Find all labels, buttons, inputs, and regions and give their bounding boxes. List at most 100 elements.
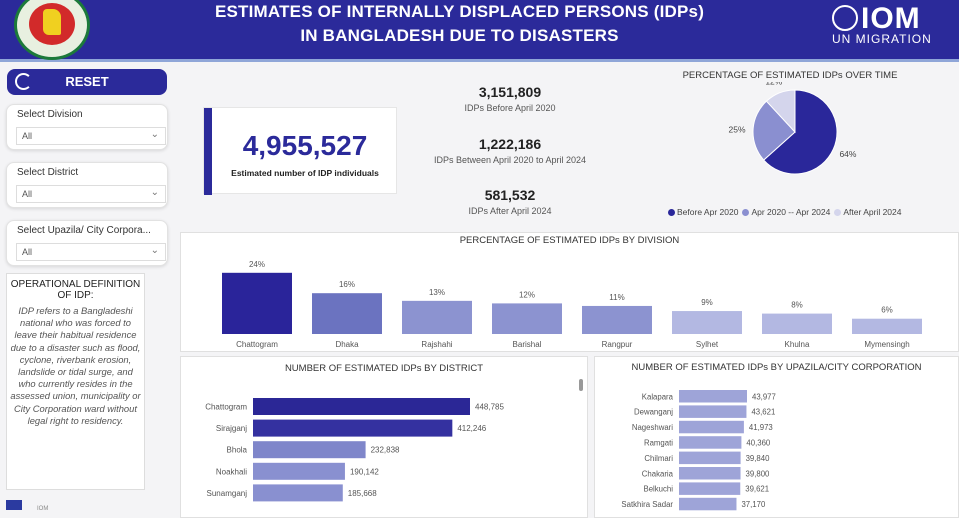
district-bar-chart: Chattogram 448,785 Sirajganj 412,246 Bhola 23… [205, 398, 504, 502]
legend-swatch [834, 209, 842, 216]
division-bar-chart: 24% Chattogram 16% Dhaka 13% Rajshahi 12% Baris… [222, 260, 922, 349]
upazila-data-label: 39,840 [746, 454, 771, 463]
legend-label[interactable]: After April 2024 [843, 207, 902, 217]
idp-definition-box: OPERATIONAL DEFINITION OF IDP: IDP refer… [6, 273, 145, 490]
district-slicer-label: Select District [17, 167, 79, 178]
legend-label[interactable]: Before Apr 2020 [677, 207, 739, 217]
division-axis-label: Khulna [785, 340, 810, 349]
upazila-bar [679, 482, 741, 495]
reset-label: RESET [65, 74, 109, 89]
header-banner: ESTIMATES OF INTERNALLY DISPLACED PERSON… [0, 0, 959, 62]
chevron-down-icon: ⌄ [150, 187, 159, 198]
upazila-axis-label: Ramgati [644, 438, 673, 447]
pie-slice [763, 89, 838, 175]
division-slicer-label: Select Division [17, 109, 83, 120]
division-bar [762, 313, 832, 334]
division-data-label: 16% [339, 280, 355, 289]
division-axis-label: Barishal [513, 340, 542, 349]
definition-heading: OPERATIONAL DEFINITION OF IDP: [10, 279, 141, 301]
upazila-axis-label: Chilmari [644, 454, 673, 463]
district-data-label: 412,246 [457, 424, 486, 433]
reset-button[interactable]: RESET [7, 69, 167, 95]
eu-flag-logo [6, 500, 22, 510]
upazila-dropdown[interactable]: All ⌄ [16, 243, 166, 261]
pie-chart: 64% 25% 12% [729, 82, 857, 175]
kpi-accent-bar [204, 108, 212, 195]
upazila-data-label: 40,360 [746, 438, 771, 447]
district-axis-label: Chattogram [205, 403, 247, 412]
district-data-label: 232,838 [371, 446, 400, 455]
division-chart-title: PERCENTAGE OF ESTIMATED IDPs BY DIVISION [459, 235, 680, 246]
legend-swatch [668, 209, 675, 216]
pie-data-label: 12% [765, 82, 782, 87]
globe-icon [832, 5, 858, 31]
upazila-bar [679, 390, 747, 403]
upazila-bar [679, 436, 742, 449]
definition-text: IDP refers to a Bangladeshi national who… [10, 305, 141, 426]
upazila-bar [679, 467, 741, 480]
upazila-bar [679, 451, 741, 465]
stat-value: 581,532 [484, 187, 536, 203]
district-bar [253, 419, 453, 437]
division-data-label: 9% [701, 298, 713, 307]
district-axis-label: Noakhali [216, 467, 247, 476]
pie-data-label: 64% [839, 149, 856, 159]
upazila-axis-label: Chakaria [642, 469, 674, 478]
district-chart-panel: NUMBER OF ESTIMATED IDPs BY DISTRICT [180, 356, 588, 518]
upazila-slicer-label: Select Upazila/ City Corpora... [17, 225, 151, 236]
division-bar [402, 300, 472, 334]
upazila-bar-chart: Kalapara 43,977 Dewanganj 43,621 Nageshwari 4… [621, 390, 776, 511]
iom-logo: IOM UN MIGRATION [832, 2, 932, 46]
division-axis-label: Rajshahi [421, 340, 452, 349]
division-dropdown[interactable]: All ⌄ [16, 127, 166, 145]
division-axis-label: Sylhet [696, 340, 719, 349]
iom-logo-name: IOM [861, 2, 921, 35]
bangladesh-seal-logo [14, 0, 90, 60]
division-axis-label: Dhaka [335, 340, 359, 349]
pie-slice [752, 100, 796, 161]
upazila-data-label: 43,621 [751, 408, 775, 417]
upazila-bar [679, 405, 747, 418]
district-axis-label: Sunamganj [207, 489, 248, 498]
division-data-label: 11% [609, 293, 624, 302]
district-bar [253, 484, 343, 502]
division-bar [672, 311, 742, 334]
stat-after-2024: 581,532 IDPs After April 2024 [410, 187, 610, 216]
kpi-value: 4,955,527 [242, 130, 368, 161]
upazila-data-label: 41,973 [749, 423, 773, 432]
district-chart-title: NUMBER OF ESTIMATED IDPs BY DISTRICT [284, 363, 484, 374]
upazila-data-label: 39,800 [746, 469, 771, 478]
pie-data-label: 25% [729, 124, 746, 134]
district-data-label: 190,142 [350, 467, 379, 476]
division-bar [222, 272, 292, 334]
upazila-axis-label: Kalapara [642, 392, 674, 401]
stat-caption: IDPs Before April 2020 [464, 103, 556, 113]
district-dropdown[interactable]: All ⌄ [16, 185, 166, 203]
chevron-down-icon: ⌄ [150, 245, 159, 256]
division-data-label: 12% [519, 290, 535, 299]
kpi-caption: Estimated number of IDP individuals [231, 168, 379, 178]
page-title-line2: IN BANGLADESH DUE TO DISASTERS [300, 26, 619, 45]
upazila-data-label: 39,621 [745, 485, 769, 494]
iom-small-logo: IOM [37, 506, 49, 512]
division-data-label: 6% [881, 306, 893, 315]
legend-swatch [742, 209, 750, 216]
pie-legend: Before Apr 2020 Apr 2020 -- Apr 2024 After… [664, 207, 901, 217]
division-bar [582, 305, 652, 334]
upazila-axis-label: Dewanganj [634, 408, 673, 417]
upazila-data-label: 37,170 [741, 500, 766, 509]
reset-icon [15, 73, 32, 90]
district-slicer: Select District All ⌄ [6, 162, 168, 208]
pie-chart-title: PERCENTAGE OF ESTIMATED IDPs OVER TIME [682, 70, 898, 81]
upazila-data-label: 43,977 [752, 392, 776, 401]
district-dropdown-value: All [22, 189, 33, 199]
district-scrollbar[interactable] [579, 379, 583, 391]
district-axis-label: Sirajganj [216, 424, 247, 433]
division-bar [312, 293, 382, 334]
legend-label[interactable]: Apr 2020 -- Apr 2024 [751, 207, 831, 217]
page-title-line1: ESTIMATES OF INTERNALLY DISPLACED PERSON… [214, 2, 705, 21]
district-data-label: 185,668 [348, 489, 377, 498]
upazila-bar [679, 420, 744, 434]
upazila-bar [679, 497, 737, 511]
stat-caption: IDPs Between April 2020 to April 2024 [433, 155, 587, 165]
